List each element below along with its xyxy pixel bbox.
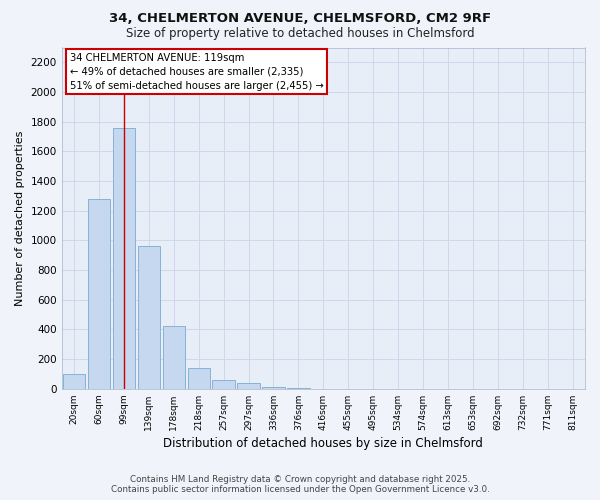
- Bar: [63, 374, 85, 389]
- Bar: [163, 326, 185, 389]
- Text: 34 CHELMERTON AVENUE: 119sqm
← 49% of detached houses are smaller (2,335)
51% of: 34 CHELMERTON AVENUE: 119sqm ← 49% of de…: [70, 52, 323, 90]
- Bar: [188, 368, 210, 389]
- Bar: [137, 246, 160, 389]
- Bar: [88, 199, 110, 389]
- Bar: [212, 380, 235, 389]
- Bar: [113, 128, 135, 389]
- Bar: [262, 386, 285, 389]
- Y-axis label: Number of detached properties: Number of detached properties: [15, 130, 25, 306]
- X-axis label: Distribution of detached houses by size in Chelmsford: Distribution of detached houses by size …: [163, 437, 483, 450]
- Text: Size of property relative to detached houses in Chelmsford: Size of property relative to detached ho…: [125, 28, 475, 40]
- Bar: [287, 388, 310, 389]
- Bar: [238, 383, 260, 389]
- Text: Contains HM Land Registry data © Crown copyright and database right 2025.
Contai: Contains HM Land Registry data © Crown c…: [110, 474, 490, 494]
- Text: 34, CHELMERTON AVENUE, CHELMSFORD, CM2 9RF: 34, CHELMERTON AVENUE, CHELMSFORD, CM2 9…: [109, 12, 491, 26]
